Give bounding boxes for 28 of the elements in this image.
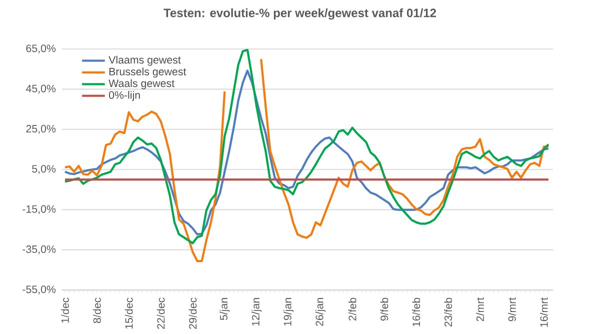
x-tick-label: 26/jan bbox=[315, 298, 326, 326]
x-tick-label: 15/dec bbox=[124, 298, 133, 329]
x-tick-label: 9/feb bbox=[380, 298, 388, 321]
y-tick-label: 5,0% bbox=[32, 165, 56, 174]
x-tick-label: 2/feb bbox=[348, 298, 356, 321]
y-tick-label: 45,0% bbox=[26, 84, 56, 94]
legend-label: Brussels gewest bbox=[109, 68, 186, 78]
legend-label: Vlaams gewest bbox=[108, 56, 181, 66]
x-tick-label: 23/feb bbox=[444, 298, 452, 327]
y-tick-label: 25,0% bbox=[26, 125, 56, 134]
x-tick-label: 12/jan bbox=[252, 298, 262, 326]
x-tick-label: 22/dec bbox=[156, 298, 165, 329]
x-tick-label: 8/dec bbox=[93, 298, 101, 324]
y-tick-label: -35,0% bbox=[22, 246, 56, 254]
x-tick-label: 1/dec bbox=[61, 298, 69, 323]
chart-title: Testen: evolutie-% per week/gewest vanaf 01/12 bbox=[164, 8, 436, 20]
legend-label: 0%-lijn bbox=[108, 91, 140, 102]
y-tick-label: 65,0% bbox=[26, 44, 56, 54]
x-tick-label: 2/mrt bbox=[476, 298, 484, 322]
x-tick-label: 16/feb bbox=[412, 298, 420, 326]
y-tick-label: -15,0% bbox=[22, 205, 56, 214]
x-tick-label: 9/mrt bbox=[508, 298, 516, 322]
x-tick-label: 19/jan bbox=[284, 298, 294, 326]
x-tick-label: 5/jan bbox=[220, 298, 230, 320]
x-tick-label: 29/dec bbox=[188, 298, 197, 329]
x-tick-label: 16/mrt bbox=[540, 298, 548, 327]
legend-label: Waals gewest bbox=[108, 79, 174, 90]
y-tick-label: -55,0% bbox=[22, 286, 56, 294]
